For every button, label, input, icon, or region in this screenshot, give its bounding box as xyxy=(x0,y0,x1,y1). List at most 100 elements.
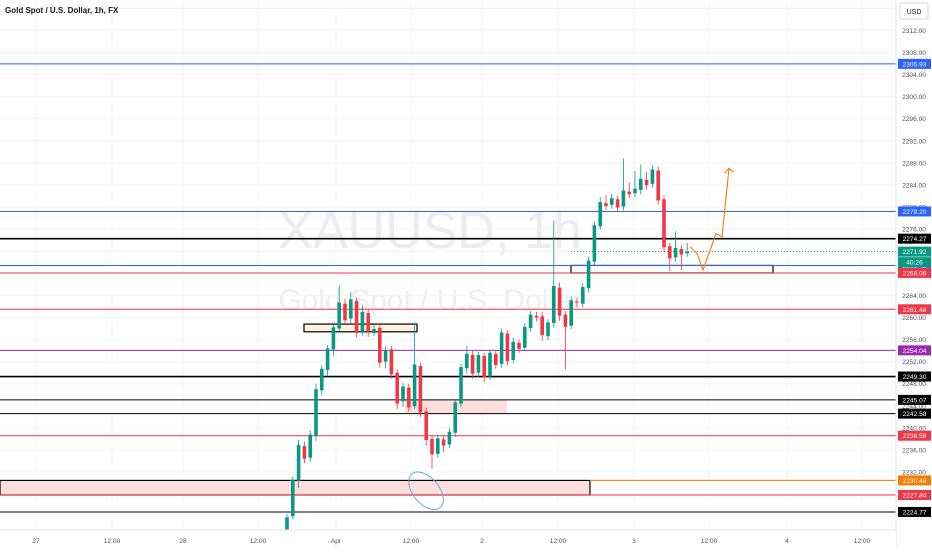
price-level-badge xyxy=(898,489,931,500)
price-tick-label: 2304.00 xyxy=(902,72,926,79)
candle-body xyxy=(540,316,544,336)
candle-body xyxy=(592,225,597,262)
candle-body xyxy=(621,190,626,207)
candle-body xyxy=(685,251,689,254)
candle-body xyxy=(523,326,527,348)
candle-body xyxy=(563,314,568,327)
price-tick-label: 2248.00 xyxy=(902,381,926,388)
price-level-badge xyxy=(898,506,931,517)
candle-body xyxy=(331,327,336,350)
price-level-badge-label: 2268.06 xyxy=(903,270,927,277)
price-level-badge-label: 2230.48 xyxy=(903,478,927,485)
candle-body xyxy=(389,349,394,375)
time-tick-label: 12:00 xyxy=(403,538,420,545)
candle-body xyxy=(557,287,562,316)
candle-body xyxy=(511,341,515,360)
candle-body xyxy=(424,411,428,441)
price-tick-label: 2312.00 xyxy=(902,28,926,35)
candle-body xyxy=(465,353,469,369)
support-zone-right xyxy=(570,264,774,274)
candle-body xyxy=(499,332,504,364)
price-level-badge xyxy=(898,430,931,441)
candle-body xyxy=(337,302,341,329)
candle-body xyxy=(349,299,353,319)
candle-body xyxy=(575,301,579,303)
time-tick-label: 12:00 xyxy=(701,538,718,545)
candle-body xyxy=(639,178,643,190)
drawings xyxy=(408,167,735,511)
candle-body xyxy=(418,366,423,413)
demand-zone-bottom xyxy=(0,479,591,496)
time-tick-label: 12:00 xyxy=(854,538,871,545)
price-level-badge-label: 2254.04 xyxy=(903,348,927,355)
candle-body xyxy=(378,327,382,363)
zones xyxy=(0,264,774,496)
currency-button-label: USD xyxy=(907,9,922,16)
candle-body xyxy=(552,285,556,323)
candle-body xyxy=(412,364,417,407)
price-level-badge-label: 2274.27 xyxy=(903,236,927,243)
price-level-badge xyxy=(898,267,931,278)
time-tick-label: 27 xyxy=(32,538,40,545)
price-level-badge xyxy=(898,206,931,217)
candle-body xyxy=(296,444,301,481)
time-tick-label: 12:00 xyxy=(104,538,121,545)
price-level-badge xyxy=(898,475,931,486)
candle-body xyxy=(598,202,602,227)
price-tick-label: 2264.00 xyxy=(902,293,926,300)
candle-body xyxy=(644,179,649,185)
price-tick-label: 2260.00 xyxy=(902,315,926,322)
price-tick-label: 2240.00 xyxy=(902,425,926,432)
candle-body xyxy=(679,248,684,255)
candle-body xyxy=(656,170,660,201)
candle-body xyxy=(453,402,457,433)
price-tick-label: 2256.00 xyxy=(902,337,926,344)
candle-body xyxy=(436,438,440,454)
countdown-label: 40:26 xyxy=(906,260,923,267)
price-tick-label: 2252.00 xyxy=(902,359,926,366)
candle-body xyxy=(430,438,434,455)
candle-body xyxy=(366,313,370,332)
time-tick-label: 4 xyxy=(785,538,789,545)
price-tick-label: 2236.00 xyxy=(902,447,926,454)
price-level-badge-label: 2245.07 xyxy=(903,397,927,404)
candle-body xyxy=(569,300,573,326)
supply-zone-left xyxy=(303,323,418,333)
candle-body xyxy=(505,333,510,362)
candle-body xyxy=(534,315,539,318)
candle-body xyxy=(633,188,637,194)
time-axis-ticks: 27 12:00 28 12:00 Apr 12:00 2 12:00 3 12:00 4 12:00 xyxy=(32,538,870,545)
price-level-badge xyxy=(898,394,931,405)
price-level-badge-label: 2261.48 xyxy=(903,307,927,314)
price-level-badge-label: 2249.30 xyxy=(903,374,927,381)
candle-body xyxy=(343,303,347,321)
candle-body xyxy=(482,356,486,378)
time-axis[interactable] xyxy=(0,530,896,550)
candle-body xyxy=(459,367,463,404)
candle-body xyxy=(517,342,521,349)
price-tick-label: 2276.00 xyxy=(902,227,926,234)
price-tick-label: 2300.00 xyxy=(902,94,926,101)
symbol-title: Gold Spot / U.S. Dollar, 1h, FX xyxy=(5,6,119,15)
time-tick-label: 2 xyxy=(480,538,484,545)
candle-body xyxy=(546,322,550,337)
currency-button[interactable] xyxy=(899,2,929,20)
price-level-badge xyxy=(898,408,931,419)
price-tick-label: 2232.00 xyxy=(902,470,926,477)
price-tick-label: 2244.00 xyxy=(902,403,926,410)
candle-body xyxy=(615,199,620,208)
price-level-badge xyxy=(898,371,931,382)
candle-body xyxy=(610,198,614,205)
candle-body xyxy=(320,368,324,391)
candle-body xyxy=(447,431,452,445)
time-tick-label: 3 xyxy=(632,538,636,545)
candle-body xyxy=(407,387,411,408)
candle-body xyxy=(604,203,608,206)
projection-arrowhead xyxy=(723,167,735,174)
price-badges: 2305.932279.202274.272271.922269.422268.… xyxy=(898,58,931,517)
candle-body xyxy=(441,439,446,446)
candle-body xyxy=(314,389,318,436)
price-level-badge xyxy=(898,246,931,257)
